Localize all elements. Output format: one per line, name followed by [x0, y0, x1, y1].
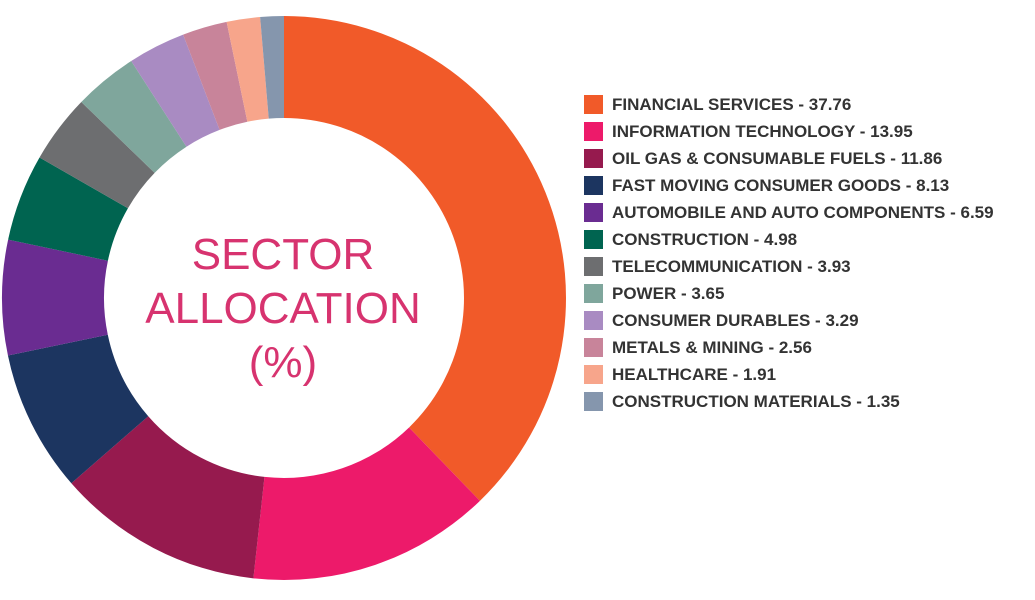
legend-swatch	[584, 176, 603, 195]
legend-label: FINANCIAL SERVICES - 37.76	[612, 95, 852, 114]
legend-label: CONSTRUCTION MATERIALS - 1.35	[612, 392, 900, 411]
donut-slice	[183, 21, 248, 130]
legend-swatch	[584, 230, 603, 249]
legend: FINANCIAL SERVICES - 37.76 INFORMATION TE…	[584, 92, 1034, 416]
donut-chart	[2, 16, 567, 580]
legend-item: HEALTHCARE - 1.91	[584, 362, 1034, 387]
legend-item: TELECOMMUNICATION - 3.93	[584, 254, 1034, 279]
legend-item: AUTOMOBILE AND AUTO COMPONENTS - 6.59	[584, 200, 1034, 225]
legend-swatch	[584, 149, 603, 168]
legend-swatch	[584, 203, 603, 222]
legend-label: FAST MOVING CONSUMER GOODS - 8.13	[612, 176, 950, 195]
donut-slice	[81, 60, 187, 173]
legend-label: CONSUMER DURABLES - 3.29	[612, 311, 859, 330]
legend-swatch	[584, 284, 603, 303]
legend-swatch	[584, 95, 603, 114]
legend-item: FINANCIAL SERVICES - 37.76	[584, 92, 1034, 117]
donut-slice	[253, 427, 480, 580]
legend-item: CONSTRUCTION - 4.98	[584, 227, 1034, 252]
legend-item: CONSTRUCTION MATERIALS - 1.35	[584, 389, 1034, 414]
legend-label: INFORMATION TECHNOLOGY - 13.95	[612, 122, 913, 141]
donut-slice	[7, 334, 149, 484]
donut-slice	[8, 157, 128, 261]
legend-label: TELECOMMUNICATION - 3.93	[612, 257, 851, 276]
legend-swatch	[584, 365, 603, 384]
legend-item: CONSUMER DURABLES - 3.29	[584, 308, 1034, 333]
legend-swatch	[584, 257, 603, 276]
legend-label: AUTOMOBILE AND AUTO COMPONENTS - 6.59	[612, 203, 994, 222]
donut-slice	[2, 239, 108, 356]
legend-swatch	[584, 122, 603, 141]
donut-slice	[39, 101, 155, 209]
legend-swatch	[584, 311, 603, 330]
donut-slice	[71, 416, 265, 579]
legend-item: OIL GAS & CONSUMABLE FUELS - 11.86	[584, 146, 1034, 171]
legend-label: OIL GAS & CONSUMABLE FUELS - 11.86	[612, 149, 943, 168]
legend-label: HEALTHCARE - 1.91	[612, 365, 777, 384]
legend-swatch	[584, 338, 603, 357]
donut-slice	[260, 16, 284, 119]
legend-label: CONSTRUCTION - 4.98	[612, 230, 798, 249]
donut-slice	[131, 34, 220, 147]
legend-item: INFORMATION TECHNOLOGY - 13.95	[584, 119, 1034, 144]
legend-item: POWER - 3.65	[584, 281, 1034, 306]
legend-item: FAST MOVING CONSUMER GOODS - 8.13	[584, 173, 1034, 198]
legend-label: POWER - 3.65	[612, 284, 725, 303]
donut-slice	[284, 16, 567, 501]
donut-slice	[226, 17, 269, 122]
legend-swatch	[584, 392, 603, 411]
legend-item: METALS & MINING - 2.56	[584, 335, 1034, 360]
chart-title: SECTOR ALLOCATION (%)	[145, 230, 421, 387]
legend-label: METALS & MINING - 2.56	[612, 338, 812, 357]
